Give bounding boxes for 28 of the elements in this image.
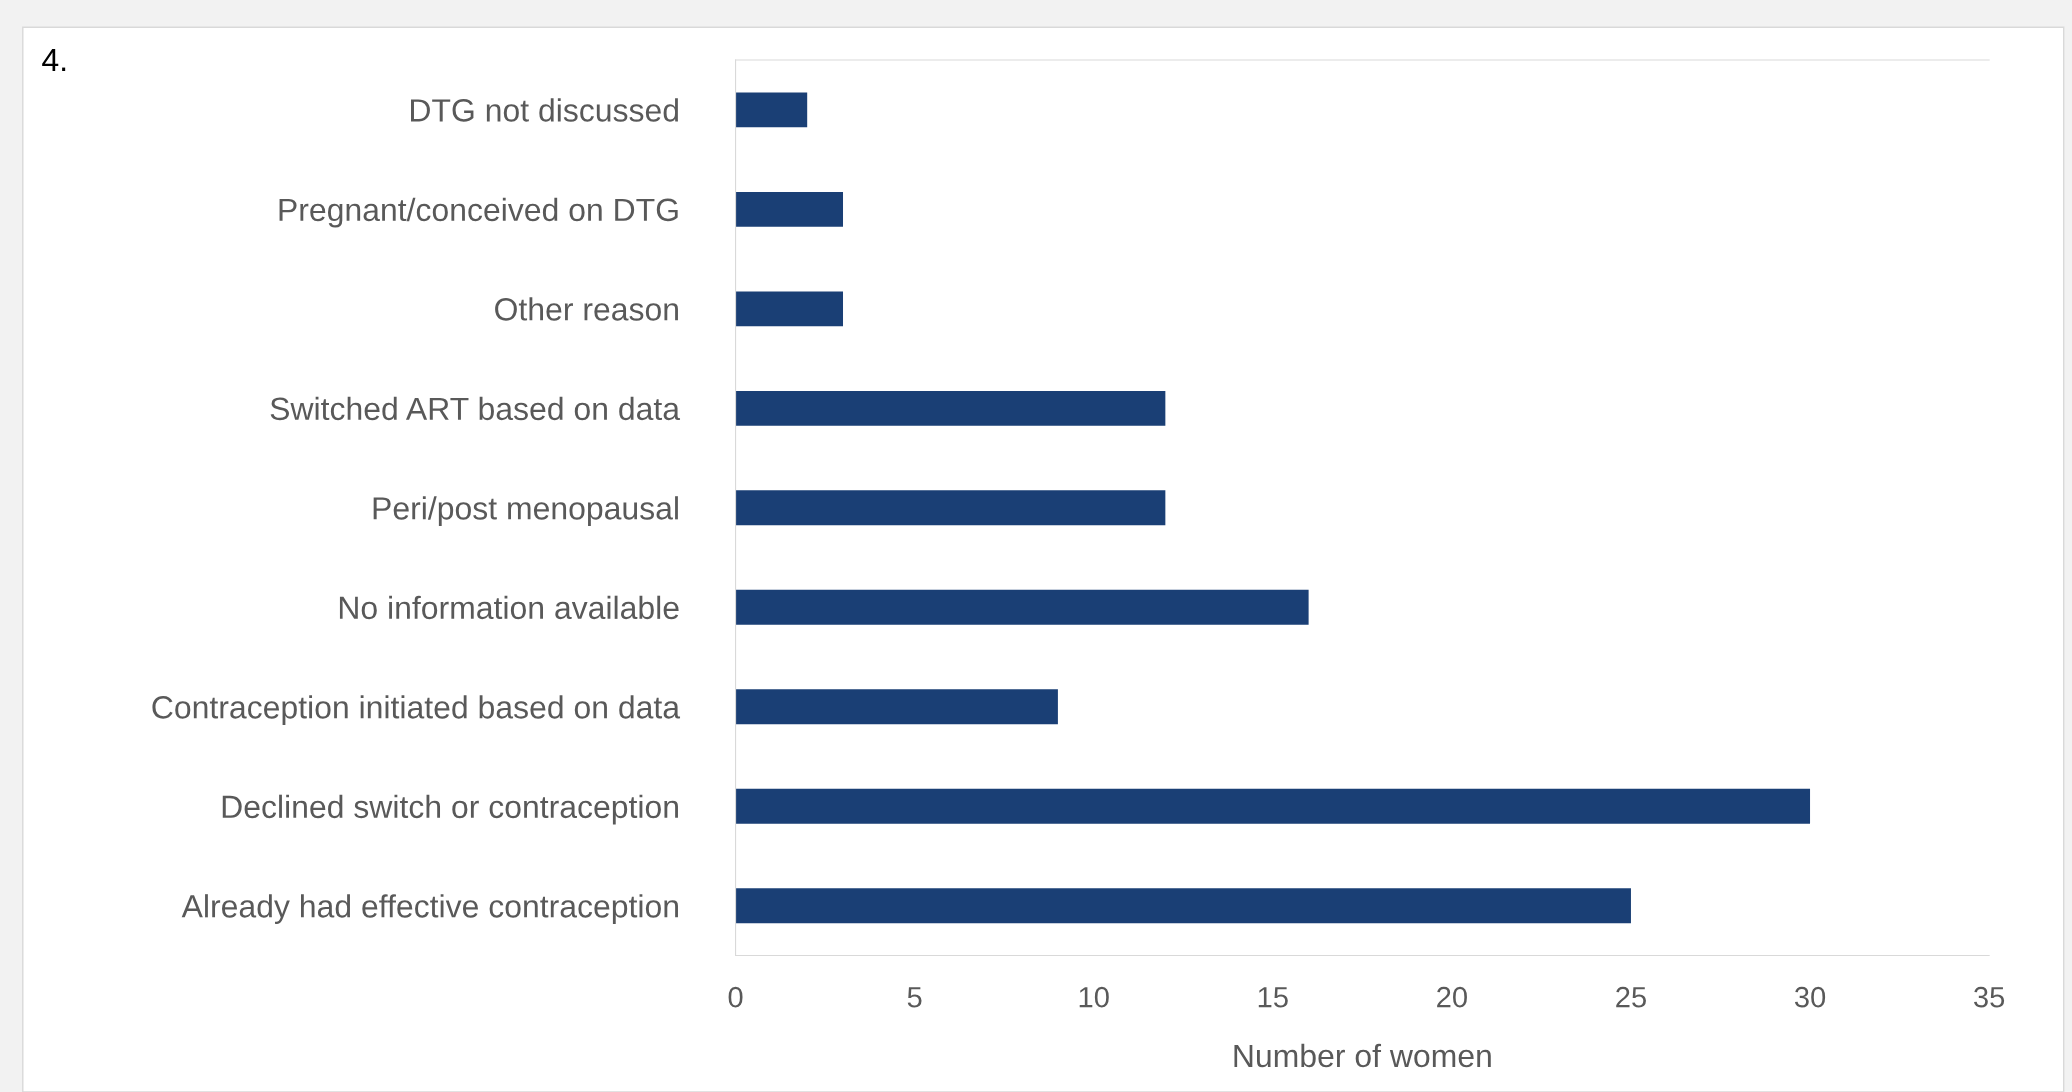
x-tick-label: 35 [1974,986,2005,1008]
bar [735,92,808,128]
x-tick-label: 20 [1437,986,1467,1008]
y-tick-label: Pregnant/conceived on DTG [279,197,678,228]
x-tick-label: 30 [1794,986,1826,1008]
y-tick-label: DTG not discussed [411,98,678,122]
y-tick-label: Peri/post menopausal [373,496,678,526]
x-tick-label: 5 [907,987,922,1008]
x-axis-title: Number of women [1234,1043,1491,1068]
bar [735,490,1166,526]
y-tick-label: No information available [339,595,679,620]
y-tick-label: Already had effective contraception [181,894,678,924]
x-tick-label: 15 [1258,987,1288,1008]
y-tick-label: Switched ART based on data [270,396,681,421]
x-tick-label: 0 [728,986,743,1008]
bar [735,191,844,227]
bar [735,390,1166,426]
x-tick-label: 10 [1079,986,1109,1008]
bar [735,689,1058,725]
bar [735,788,1811,824]
bar [735,888,1631,924]
bar [735,589,1309,625]
y-tick-label: Contraception initiated based on data [152,695,681,725]
y-tick-label: Other reason [495,297,678,321]
bar [735,291,844,327]
text: 4. [42,49,66,71]
y-tick-label: Declined switch or contraception [222,794,678,825]
x-tick-label: 25 [1616,986,1646,1008]
